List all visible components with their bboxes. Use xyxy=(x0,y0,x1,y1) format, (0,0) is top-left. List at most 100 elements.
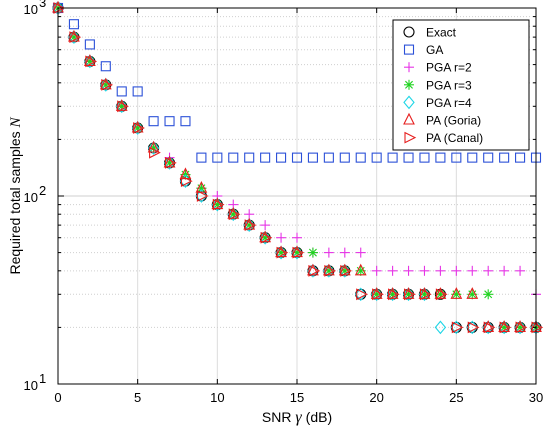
marker-shape xyxy=(147,140,160,153)
axis-labels: SNR γ (dB) Required total samples N xyxy=(7,116,332,426)
marker-shape xyxy=(434,287,447,299)
marker-shape xyxy=(259,230,272,243)
marker-shape xyxy=(100,78,112,92)
data-point xyxy=(387,265,398,276)
marker-shape xyxy=(84,54,96,69)
marker-shape xyxy=(164,116,175,127)
data-point xyxy=(451,265,462,276)
marker-shape xyxy=(211,197,224,210)
data-point xyxy=(467,265,478,276)
data-point xyxy=(180,175,193,188)
marker-shape xyxy=(498,320,511,332)
data-point xyxy=(116,86,127,97)
data-point xyxy=(514,320,526,335)
marker-shape xyxy=(403,152,414,163)
y-tick-exponent: 2 xyxy=(39,183,46,198)
data-point xyxy=(371,265,382,276)
legend-label: PGA r=3 xyxy=(426,78,472,92)
y-tick-exponent: 3 xyxy=(39,0,46,10)
data-point xyxy=(307,263,319,276)
marker-shape xyxy=(68,19,79,30)
legend-marker xyxy=(403,95,415,110)
data-point xyxy=(68,19,79,30)
data-point xyxy=(340,264,353,277)
marker-shape xyxy=(195,189,208,203)
data-point xyxy=(370,287,383,302)
data-point xyxy=(386,287,399,299)
legend-item: PA (Canal) xyxy=(404,131,483,145)
data-markers xyxy=(52,0,544,335)
marker-shape xyxy=(402,287,415,302)
data-point xyxy=(308,264,321,277)
marker-shape xyxy=(435,152,446,163)
data-point xyxy=(387,152,398,163)
data-point xyxy=(275,245,287,260)
data-point xyxy=(386,287,399,302)
legend-label: GA xyxy=(426,43,443,57)
marker-shape xyxy=(372,288,384,301)
data-point xyxy=(292,232,302,243)
data-point xyxy=(84,39,95,50)
marker-shape xyxy=(370,287,383,299)
x-tick-label: 10 xyxy=(210,390,224,405)
marker-shape xyxy=(212,198,225,211)
legend-box xyxy=(392,19,530,151)
data-point xyxy=(147,141,160,155)
marker-shape xyxy=(132,86,143,97)
marker-shape xyxy=(116,99,128,114)
marker-shape xyxy=(483,152,494,163)
data-point xyxy=(403,265,414,276)
marker-shape xyxy=(419,288,432,301)
data-point xyxy=(499,265,510,276)
marker-shape xyxy=(68,30,80,44)
data-point xyxy=(402,287,415,299)
data-point xyxy=(132,86,143,97)
legend-item: Exact xyxy=(403,26,457,40)
data-point xyxy=(259,230,272,243)
marker-shape xyxy=(99,77,112,90)
data-point xyxy=(307,263,319,278)
data-point xyxy=(307,152,318,163)
marker-shape xyxy=(196,152,207,163)
data-point xyxy=(83,54,96,66)
marker-shape xyxy=(227,206,240,219)
data-point xyxy=(116,99,128,114)
data-point xyxy=(276,152,287,163)
marker-shape xyxy=(355,152,366,163)
legend-marker xyxy=(404,79,414,90)
legend-label: PGA r=4 xyxy=(426,96,472,110)
marker-shape xyxy=(402,287,415,299)
x-tick-label: 15 xyxy=(290,390,304,405)
marker-shape xyxy=(180,116,191,127)
marker-shape xyxy=(499,321,512,334)
data-point xyxy=(434,287,447,299)
marker-shape xyxy=(354,263,367,276)
marker-shape xyxy=(323,263,335,278)
data-point xyxy=(275,245,287,258)
marker-shape xyxy=(307,263,319,276)
legend-item: PGA r=4 xyxy=(403,95,472,110)
data-point xyxy=(339,247,350,258)
marker-shape xyxy=(276,152,287,163)
marker-shape xyxy=(275,245,287,260)
marker-shape xyxy=(196,190,209,202)
data-point xyxy=(148,116,159,127)
marker-shape xyxy=(227,207,239,222)
y-axis-label: Required total samples N xyxy=(7,116,24,274)
x-tick-label: 0 xyxy=(54,390,61,405)
data-point xyxy=(260,220,271,231)
data-point xyxy=(515,321,528,334)
marker-shape xyxy=(482,320,494,335)
marker-shape xyxy=(371,152,382,163)
data-point xyxy=(291,152,303,163)
data-point xyxy=(115,99,128,111)
marker-shape xyxy=(434,320,447,335)
marker-shape xyxy=(388,288,400,301)
data-point xyxy=(498,320,510,335)
marker-shape xyxy=(69,31,82,44)
marker-shape xyxy=(499,152,510,163)
data-point xyxy=(164,157,177,169)
marker-shape xyxy=(292,246,305,259)
y-tick-label: 10 xyxy=(24,2,38,17)
